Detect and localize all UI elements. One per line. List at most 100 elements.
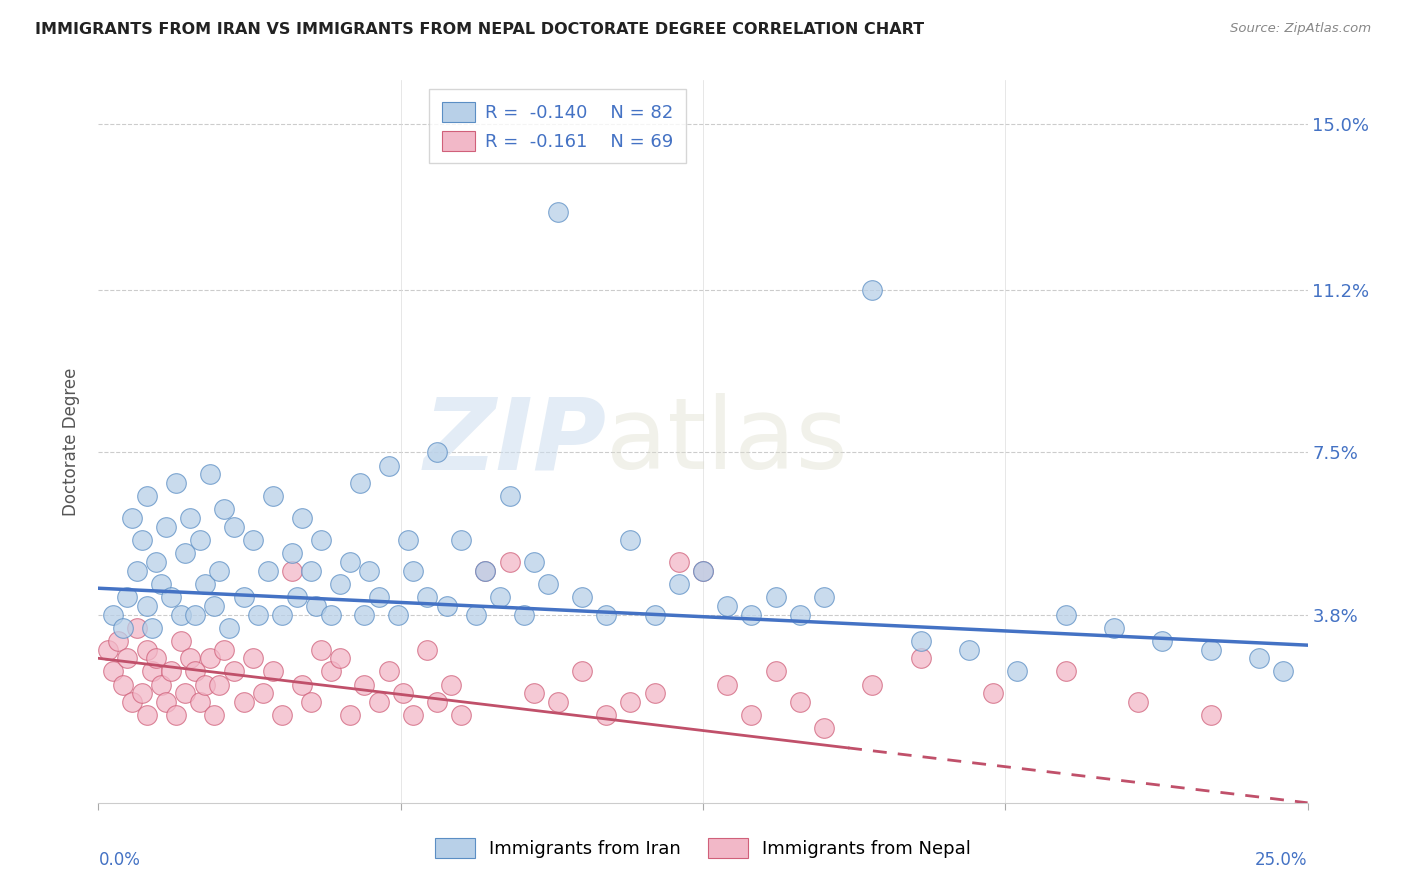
Point [740, 708, 762, 723]
Point [121, 511, 143, 525]
Point [131, 686, 153, 700]
Point [141, 621, 163, 635]
Point [247, 607, 270, 622]
Point [319, 665, 342, 679]
Point [135, 642, 157, 657]
Point [290, 511, 312, 525]
Point [319, 607, 342, 622]
Point [165, 708, 187, 723]
Point [668, 555, 690, 569]
Point [179, 511, 201, 525]
Point [262, 665, 284, 679]
Point [135, 489, 157, 503]
Point [498, 489, 520, 503]
Point [860, 284, 883, 298]
Point [368, 590, 391, 604]
Point [387, 607, 409, 622]
Point [271, 708, 294, 723]
Point [329, 651, 352, 665]
Point [150, 577, 173, 591]
Point [426, 445, 449, 459]
Point [644, 607, 666, 622]
Text: atlas: atlas [606, 393, 848, 490]
Y-axis label: Doctorate Degree: Doctorate Degree [62, 368, 80, 516]
Point [377, 458, 399, 473]
Point [262, 489, 284, 503]
Point [440, 677, 463, 691]
Point [242, 651, 264, 665]
Point [716, 677, 738, 691]
Point [339, 708, 361, 723]
Point [1007, 665, 1029, 679]
Point [740, 607, 762, 622]
Point [252, 686, 274, 700]
Point [464, 607, 486, 622]
Point [309, 642, 332, 657]
Point [179, 651, 201, 665]
Point [232, 590, 254, 604]
Point [450, 708, 472, 723]
Point [208, 564, 231, 578]
Point [184, 607, 207, 622]
Point [222, 665, 245, 679]
Point [198, 651, 221, 665]
Point [571, 665, 593, 679]
Text: 25.0%: 25.0% [1256, 851, 1308, 869]
Point [1272, 665, 1295, 679]
Point [1054, 607, 1077, 622]
Point [160, 590, 183, 604]
Point [101, 607, 124, 622]
Point [716, 599, 738, 613]
Point [523, 555, 546, 569]
Point [571, 590, 593, 604]
Point [127, 564, 149, 578]
Point [184, 665, 207, 679]
Point [165, 476, 187, 491]
Point [145, 651, 167, 665]
Point [305, 599, 328, 613]
Point [169, 607, 191, 622]
Point [523, 686, 546, 700]
Point [474, 564, 496, 578]
Point [150, 677, 173, 691]
Point [1152, 633, 1174, 648]
Text: IMMIGRANTS FROM IRAN VS IMMIGRANTS FROM NEPAL DOCTORATE DEGREE CORRELATION CHART: IMMIGRANTS FROM IRAN VS IMMIGRANTS FROM … [35, 22, 924, 37]
Point [309, 533, 332, 547]
Point [668, 577, 690, 591]
Point [97, 642, 120, 657]
Point [789, 695, 811, 709]
Point [299, 695, 322, 709]
Point [1199, 642, 1222, 657]
Legend: R =  -0.140    N = 82, R =  -0.161    N = 69: R = -0.140 N = 82, R = -0.161 N = 69 [429, 89, 686, 163]
Point [194, 677, 217, 691]
Point [174, 546, 197, 560]
Point [117, 590, 139, 604]
Point [619, 695, 641, 709]
Point [135, 599, 157, 613]
Point [212, 642, 235, 657]
Point [160, 665, 183, 679]
Point [101, 665, 124, 679]
Point [402, 708, 425, 723]
Point [155, 695, 177, 709]
Point [513, 607, 536, 622]
Point [765, 590, 787, 604]
Text: 0.0%: 0.0% [98, 851, 141, 869]
Point [131, 533, 153, 547]
Point [117, 651, 139, 665]
Point [595, 607, 617, 622]
Point [489, 590, 512, 604]
Point [204, 708, 226, 723]
Point [212, 502, 235, 516]
Point [204, 599, 226, 613]
Point [377, 665, 399, 679]
Point [1102, 621, 1125, 635]
Point [474, 564, 496, 578]
Point [547, 695, 569, 709]
Point [426, 695, 449, 709]
Point [141, 665, 163, 679]
Point [281, 564, 304, 578]
Point [1054, 665, 1077, 679]
Point [285, 590, 308, 604]
Point [174, 686, 197, 700]
